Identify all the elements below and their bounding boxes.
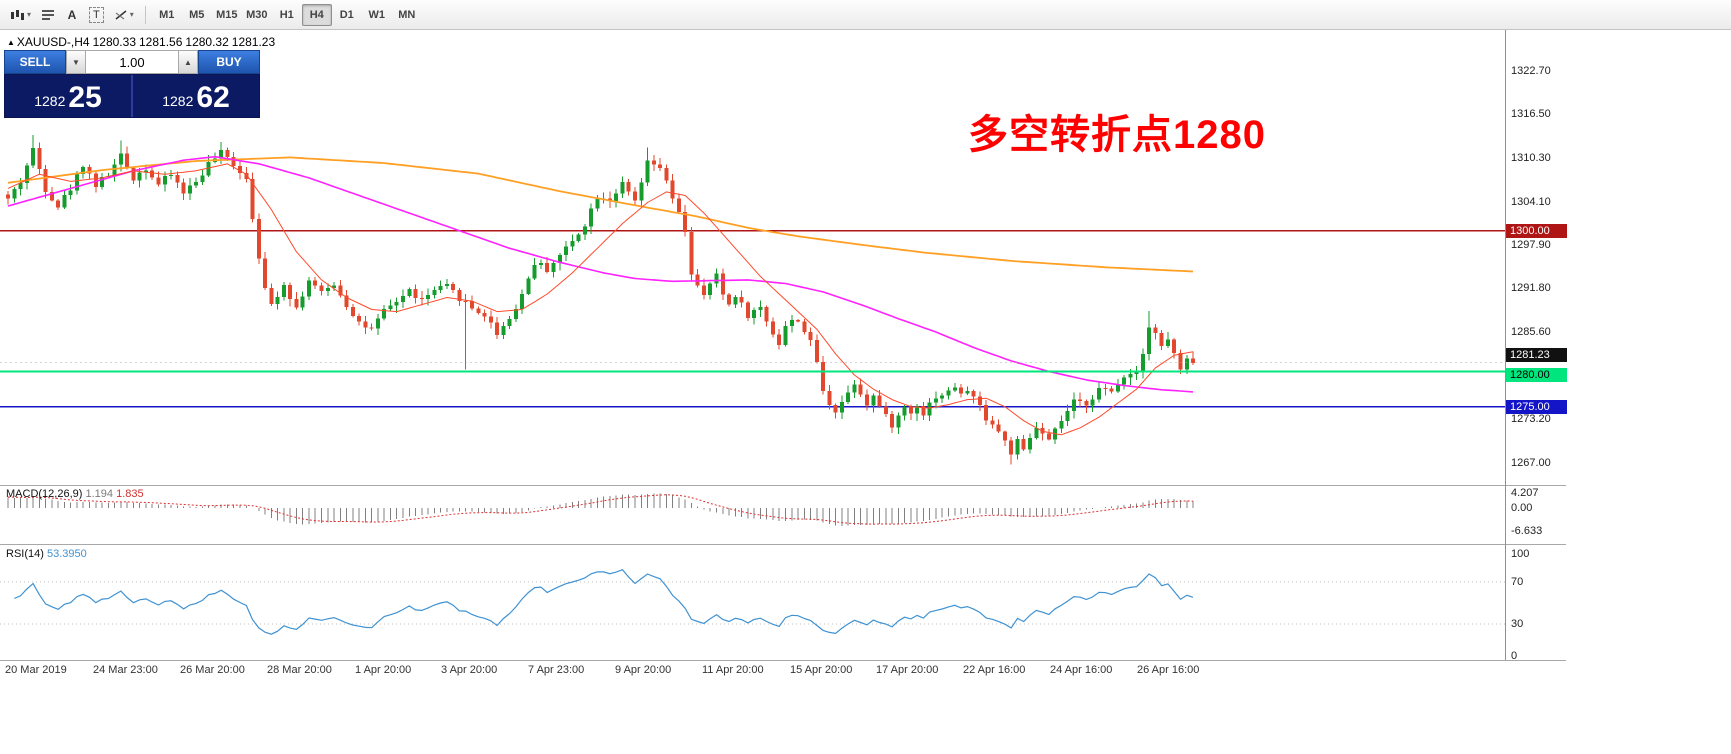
timeframe-m15[interactable]: M15 bbox=[216, 8, 238, 21]
symbol-label: XAUUSD-,H4 bbox=[16, 35, 90, 49]
macd-label: MACD(12,26,9) 1.194 1.835 bbox=[6, 488, 144, 500]
time-axis-label: 22 Apr 16:00 bbox=[963, 664, 1026, 676]
one-click-trading-panel: SELL ▼ 1.00 ▲ BUY 1282 25 1282 62 bbox=[4, 50, 260, 118]
candles-glyph bbox=[11, 9, 24, 20]
lot-decrease-button[interactable]: ▼ bbox=[66, 50, 86, 74]
arrows-glyph bbox=[115, 9, 127, 20]
time-axis-label: 11 Apr 20:00 bbox=[702, 664, 764, 676]
price-tag: 1300.00 bbox=[1506, 223, 1567, 238]
toolbar-separator bbox=[144, 5, 146, 24]
time-axis-label: 26 Apr 16:00 bbox=[1137, 664, 1200, 676]
rsi-axis-label: 100 bbox=[1511, 548, 1530, 560]
cursor-tool-icon[interactable]: A bbox=[67, 7, 77, 22]
price-axis-label: 1322.70 bbox=[1511, 64, 1551, 77]
time-axis-label: 24 Apr 16:00 bbox=[1050, 664, 1113, 676]
rsi-axis-label: 30 bbox=[1511, 618, 1524, 631]
ohlc-close: 1281.23 bbox=[231, 35, 276, 49]
macd-axis-label: 0.00 bbox=[1511, 502, 1533, 514]
symbol-arrow-icon: ▲ bbox=[7, 38, 15, 47]
buy-price-display[interactable]: 1282 62 bbox=[133, 75, 259, 117]
price-axis-label: 1304.10 bbox=[1511, 195, 1551, 208]
price-divider bbox=[131, 75, 133, 117]
price-axis-label: 1273.20 bbox=[1511, 413, 1551, 426]
timeframe-d1[interactable]: D1 bbox=[339, 8, 354, 21]
price-axis-label: 1267.00 bbox=[1511, 456, 1551, 469]
time-axis-label: 9 Apr 20:00 bbox=[615, 664, 672, 676]
macd-axis-label: -6.633 bbox=[1511, 525, 1543, 538]
text-tool-label: T bbox=[89, 6, 104, 23]
text-tool-icon[interactable]: T bbox=[84, 4, 109, 26]
sell-button[interactable]: SELL bbox=[4, 50, 66, 74]
price-axis-label: 1297.90 bbox=[1511, 239, 1551, 252]
sell-price-pips: 25 bbox=[68, 81, 102, 114]
rsi-name: RSI(14) bbox=[6, 548, 44, 560]
price-axis-label: 1316.50 bbox=[1511, 108, 1551, 121]
indicator-list-icon[interactable] bbox=[36, 4, 60, 26]
toolbar: ▾ A T ▾ M1 M5 M15 M30 H1 H4 D1 W1 MN bbox=[0, 0, 1731, 30]
time-axis-label: 24 Mar 23:00 bbox=[93, 664, 158, 676]
price-tag: 1275.00 bbox=[1506, 399, 1567, 414]
list-glyph bbox=[42, 9, 55, 20]
chart-annotation: 多空转折点1280 bbox=[968, 113, 1266, 157]
time-axis-label: 20 Mar 2019 bbox=[5, 664, 67, 676]
timeframe-w1[interactable]: W1 bbox=[368, 8, 386, 21]
rsi-axis-label: 70 bbox=[1511, 575, 1524, 588]
rsi-value: 53.3950 bbox=[46, 548, 87, 560]
rsi-label: RSI(14) 53.3950 bbox=[6, 548, 87, 560]
main-chart-canvas[interactable] bbox=[0, 30, 1505, 482]
panel-resize-separator[interactable] bbox=[0, 660, 1566, 661]
price-tag: 1281.23 bbox=[1506, 347, 1567, 362]
price-axis-label: 1310.30 bbox=[1511, 152, 1551, 165]
sell-price-main: 1282 bbox=[34, 93, 66, 109]
panel-resize-separator[interactable] bbox=[0, 544, 1566, 545]
ohlc-low: 1280.32 bbox=[185, 35, 229, 49]
rsi-panel-canvas[interactable] bbox=[0, 546, 1505, 660]
macd-axis-label: 4.207 bbox=[1511, 487, 1539, 500]
rsi-axis-label: 0 bbox=[1511, 650, 1518, 662]
macd-panel-canvas[interactable] bbox=[0, 486, 1505, 544]
time-axis-label: 26 Mar 20:00 bbox=[180, 664, 245, 676]
price-axis-label: 1291.80 bbox=[1511, 282, 1551, 295]
lot-size-input[interactable]: 1.00 bbox=[86, 50, 178, 74]
price-tag: 1280.00 bbox=[1506, 368, 1567, 383]
sell-price-display[interactable]: 1282 25 bbox=[5, 75, 131, 117]
buy-price-main: 1282 bbox=[162, 93, 194, 109]
timeframe-m5[interactable]: M5 bbox=[189, 8, 205, 21]
time-axis-label: 1 Apr 20:00 bbox=[355, 664, 412, 676]
time-axis-label: 15 Apr 20:00 bbox=[790, 664, 853, 676]
buy-price-pips: 62 bbox=[196, 81, 230, 114]
drawing-tools-icon[interactable]: ▾ bbox=[109, 4, 139, 26]
time-axis-label: 3 Apr 20:00 bbox=[441, 664, 498, 676]
timeframe-h4[interactable]: H4 bbox=[301, 3, 332, 26]
chart-window: ▲ XAUUSD-,H4 1280.33 1281.56 1280.32 1281.23 … bbox=[0, 30, 1731, 690]
ohlc-high: 1281.56 bbox=[139, 35, 183, 49]
ohlc-open: 1280.33 bbox=[92, 35, 136, 49]
time-axis-label: 17 Apr 20:00 bbox=[876, 664, 939, 676]
chart-header: ▲ XAUUSD-,H4 1280.33 1281.56 1280.32 1281.23 bbox=[7, 35, 278, 49]
lot-increase-button[interactable]: ▲ bbox=[178, 50, 198, 74]
macd-signal-value: 1.835 bbox=[116, 488, 144, 500]
chart-candles-icon[interactable]: ▾ bbox=[5, 4, 36, 26]
timeframe-m30[interactable]: M30 bbox=[246, 8, 268, 21]
buy-button[interactable]: BUY bbox=[198, 50, 260, 74]
timeframe-m1[interactable]: M1 bbox=[159, 8, 175, 21]
macd-name: MACD(12,26,9) bbox=[6, 488, 83, 500]
timeframe-h1[interactable]: H1 bbox=[279, 8, 294, 21]
price-axis-scale[interactable] bbox=[1506, 30, 1567, 660]
price-axis-label: 1285.60 bbox=[1511, 326, 1551, 339]
price-axis-border bbox=[1505, 30, 1506, 660]
panel-resize-separator[interactable] bbox=[0, 485, 1566, 486]
time-axis-label: 28 Mar 20:00 bbox=[267, 664, 332, 676]
macd-value: 1.194 bbox=[85, 488, 114, 500]
timeframe-mn[interactable]: MN bbox=[398, 8, 416, 21]
chevron-down-icon: ▾ bbox=[129, 10, 134, 19]
chevron-down-icon: ▾ bbox=[27, 10, 32, 19]
time-axis-label: 7 Apr 23:00 bbox=[528, 664, 585, 676]
